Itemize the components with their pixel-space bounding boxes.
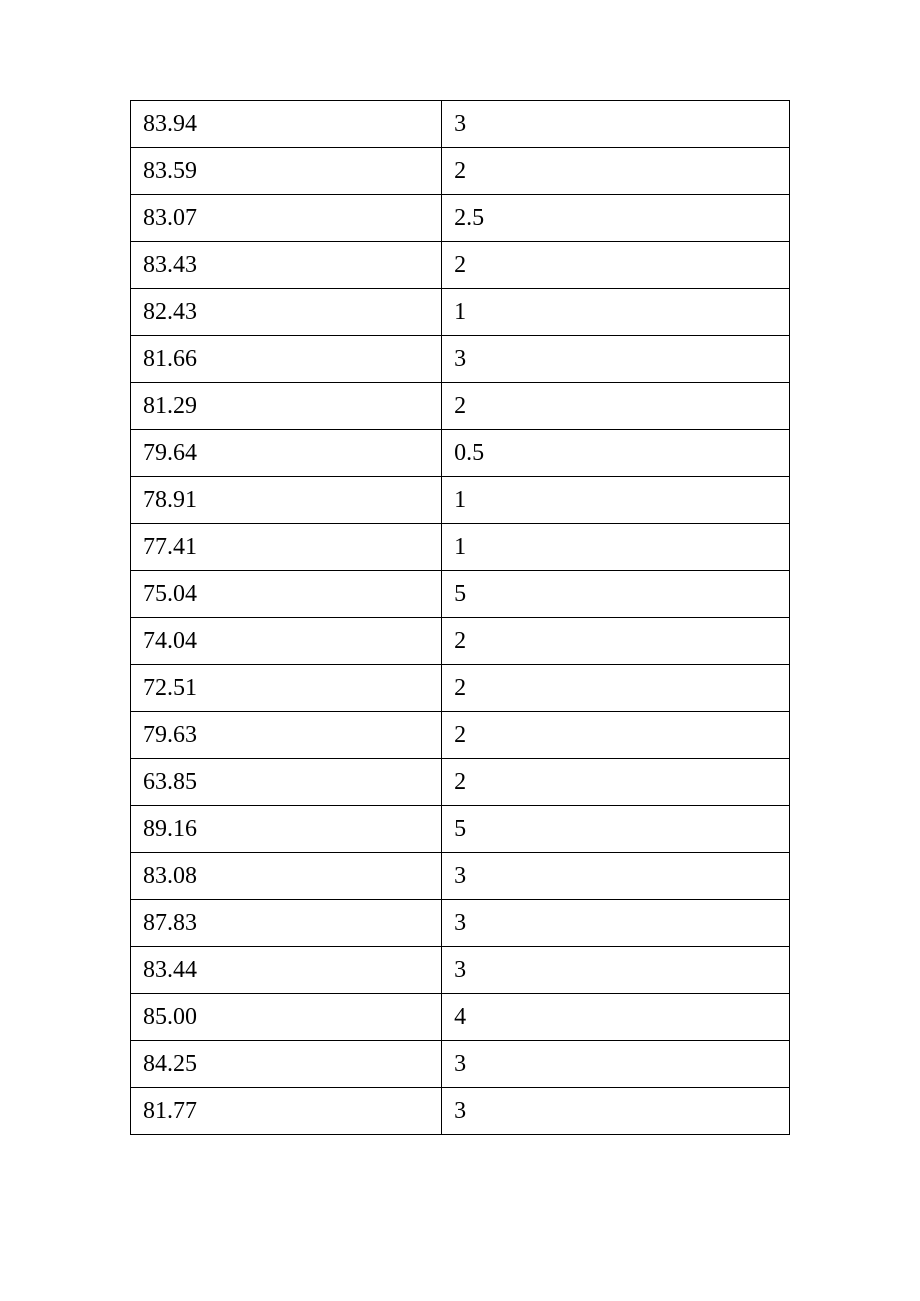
table-cell-value: 83.43 — [131, 242, 442, 289]
table-cell-value: 74.04 — [131, 618, 442, 665]
table-row: 82.43 1 — [131, 289, 790, 336]
table-cell-count: 3 — [442, 101, 790, 148]
table-cell-count: 1 — [442, 289, 790, 336]
table-cell-value: 79.63 — [131, 712, 442, 759]
table-cell-value: 81.77 — [131, 1088, 442, 1135]
table-cell-count: 3 — [442, 336, 790, 383]
table-row: 81.29 2 — [131, 383, 790, 430]
table-cell-count: 3 — [442, 1041, 790, 1088]
table-row: 83.43 2 — [131, 242, 790, 289]
table-cell-count: 2 — [442, 148, 790, 195]
table-cell-value: 85.00 — [131, 994, 442, 1041]
table-row: 83.07 2.5 — [131, 195, 790, 242]
table-row: 84.25 3 — [131, 1041, 790, 1088]
table-cell-count: 2.5 — [442, 195, 790, 242]
table-row: 79.63 2 — [131, 712, 790, 759]
table-cell-count: 3 — [442, 947, 790, 994]
table-cell-value: 83.59 — [131, 148, 442, 195]
table-row: 74.04 2 — [131, 618, 790, 665]
table-cell-count: 3 — [442, 853, 790, 900]
table-row: 63.85 2 — [131, 759, 790, 806]
table-row: 81.77 3 — [131, 1088, 790, 1135]
table-row: 83.44 3 — [131, 947, 790, 994]
table-cell-value: 84.25 — [131, 1041, 442, 1088]
table-cell-count: 1 — [442, 477, 790, 524]
table-row: 83.94 3 — [131, 101, 790, 148]
table-cell-value: 63.85 — [131, 759, 442, 806]
table-cell-value: 83.08 — [131, 853, 442, 900]
table-row: 81.66 3 — [131, 336, 790, 383]
table-row: 78.91 1 — [131, 477, 790, 524]
table-cell-value: 81.29 — [131, 383, 442, 430]
table-cell-value: 77.41 — [131, 524, 442, 571]
table-cell-value: 87.83 — [131, 900, 442, 947]
table-body: 83.94 3 83.59 2 83.07 2.5 83.43 2 82.43 … — [131, 101, 790, 1135]
table-cell-value: 83.94 — [131, 101, 442, 148]
table-cell-count: 5 — [442, 571, 790, 618]
table-cell-count: 2 — [442, 242, 790, 289]
table-cell-count: 4 — [442, 994, 790, 1041]
table-row: 83.59 2 — [131, 148, 790, 195]
table-cell-count: 2 — [442, 759, 790, 806]
table-cell-value: 89.16 — [131, 806, 442, 853]
table-row: 85.00 4 — [131, 994, 790, 1041]
table-row: 89.16 5 — [131, 806, 790, 853]
table-cell-value: 83.44 — [131, 947, 442, 994]
table-cell-value: 78.91 — [131, 477, 442, 524]
table-row: 79.64 0.5 — [131, 430, 790, 477]
table-cell-value: 79.64 — [131, 430, 442, 477]
table-cell-value: 82.43 — [131, 289, 442, 336]
document-page: 83.94 3 83.59 2 83.07 2.5 83.43 2 82.43 … — [0, 0, 920, 1235]
table-cell-count: 2 — [442, 712, 790, 759]
table-row: 83.08 3 — [131, 853, 790, 900]
table-cell-count: 3 — [442, 1088, 790, 1135]
table-cell-value: 81.66 — [131, 336, 442, 383]
data-table: 83.94 3 83.59 2 83.07 2.5 83.43 2 82.43 … — [130, 100, 790, 1135]
table-cell-count: 3 — [442, 900, 790, 947]
table-cell-count: 2 — [442, 383, 790, 430]
table-row: 77.41 1 — [131, 524, 790, 571]
table-cell-value: 72.51 — [131, 665, 442, 712]
table-cell-count: 5 — [442, 806, 790, 853]
table-cell-count: 0.5 — [442, 430, 790, 477]
table-cell-count: 2 — [442, 665, 790, 712]
table-row: 72.51 2 — [131, 665, 790, 712]
table-row: 75.04 5 — [131, 571, 790, 618]
table-cell-value: 75.04 — [131, 571, 442, 618]
table-cell-count: 2 — [442, 618, 790, 665]
table-row: 87.83 3 — [131, 900, 790, 947]
table-cell-count: 1 — [442, 524, 790, 571]
table-cell-value: 83.07 — [131, 195, 442, 242]
